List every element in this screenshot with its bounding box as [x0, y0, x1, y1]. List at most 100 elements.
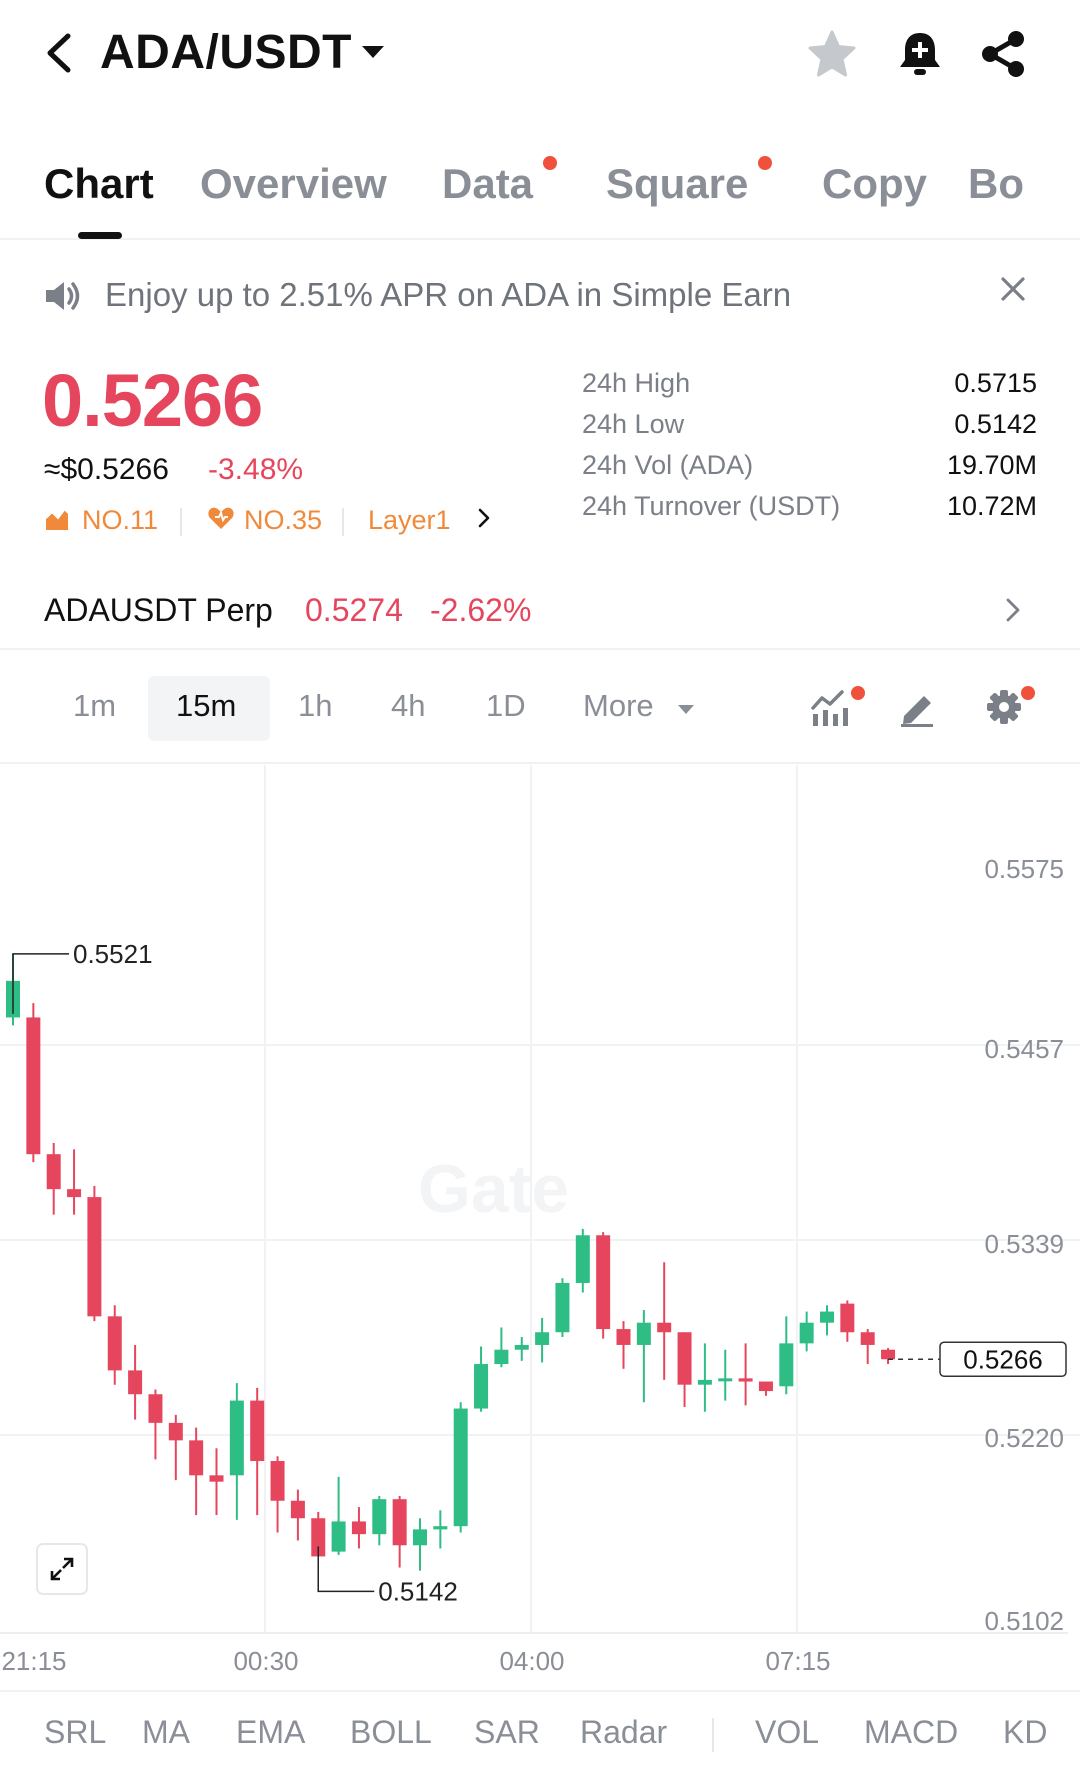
- last-price: 0.5266: [42, 359, 263, 442]
- indicator-kd[interactable]: KD: [1003, 1714, 1048, 1750]
- candle-body: [779, 1343, 794, 1387]
- active-tab-indicator: [78, 232, 122, 239]
- candlestick-chart[interactable]: 0.5575 0.5457 0.5339 0.5220 0.5102 21:15 00:30…: [0, 765, 1080, 1685]
- candle-body: [392, 1499, 407, 1546]
- candle-body: [107, 1316, 122, 1371]
- candle-body: [881, 1349, 896, 1360]
- indicator-sar[interactable]: SAR: [474, 1714, 540, 1750]
- bell-plus-icon[interactable]: [894, 28, 946, 80]
- usd-price: ≈$0.5266: [44, 453, 169, 486]
- current-price-box: [939, 1341, 1067, 1378]
- chevron-right-icon[interactable]: [476, 506, 492, 530]
- candle-body: [46, 1154, 61, 1190]
- interval-4h[interactable]: 4h: [391, 688, 426, 723]
- stat-value: 0.5142: [954, 409, 1037, 439]
- stat-value: 19.70M: [946, 450, 1037, 480]
- current-price-label: 0.5266: [963, 1344, 1043, 1374]
- divider: [342, 508, 344, 536]
- indicator-ma[interactable]: MA: [142, 1714, 190, 1750]
- y-tick-label: 0.5339: [984, 1229, 1064, 1259]
- y-tick-label: 0.5457: [984, 1034, 1064, 1064]
- interval-15m[interactable]: 15m: [176, 688, 237, 723]
- pair-title[interactable]: ADA/USDT: [100, 26, 352, 79]
- candle-body: [596, 1235, 611, 1330]
- price-change: -3.48%: [208, 453, 304, 486]
- tab-data[interactable]: Data: [442, 160, 534, 207]
- stat-value: 10.72M: [946, 491, 1037, 521]
- x-tick-label: 04:00: [499, 1646, 564, 1676]
- tab-overview[interactable]: Overview: [200, 160, 387, 207]
- indicator-bar: SRL MA EMA BOLL SAR Radar VOL MACD KD: [0, 1690, 1080, 1771]
- candle-body: [229, 1400, 244, 1476]
- candle-body: [290, 1500, 305, 1519]
- interval-1d[interactable]: 1D: [486, 688, 526, 723]
- stat-row: 24h Vol (ADA) 19.70M: [582, 450, 1037, 491]
- low-marker-label: 0.5142: [378, 1576, 458, 1606]
- perp-price: 0.5274: [305, 592, 403, 628]
- indicator-srl[interactable]: SRL: [44, 1714, 107, 1750]
- banner-text: Enjoy up to 2.51% APR on ADA in Simple E…: [105, 276, 792, 313]
- candle-body: [67, 1189, 82, 1198]
- popular-rank[interactable]: NO.35: [244, 505, 323, 535]
- candle-body: [331, 1521, 346, 1552]
- share-icon[interactable]: [978, 28, 1030, 80]
- fullscreen-icon[interactable]: [36, 1543, 88, 1595]
- promo-banner[interactable]: Enjoy up to 2.51% APR on ADA in Simple E…: [0, 242, 1080, 342]
- indicator-radar[interactable]: Radar: [580, 1714, 668, 1750]
- candle-body: [148, 1394, 163, 1423]
- back-icon[interactable]: [40, 28, 80, 78]
- notification-dot: [851, 686, 865, 700]
- stat-label: 24h Turnover (USDT): [582, 491, 841, 521]
- candle-body: [209, 1475, 224, 1482]
- y-tick-label: 0.5102: [984, 1606, 1064, 1636]
- interval-1m[interactable]: 1m: [73, 688, 117, 723]
- chevron-down-icon[interactable]: [362, 46, 384, 58]
- sector-tag[interactable]: Layer1: [368, 505, 451, 535]
- tab-copy[interactable]: Copy: [822, 160, 927, 207]
- x-tick-label: 21:15: [1, 1646, 66, 1676]
- candle-body: [718, 1378, 733, 1382]
- high-marker-line: [12, 953, 69, 1014]
- candle-body: [616, 1329, 631, 1345]
- interval-1h[interactable]: 1h: [298, 688, 333, 723]
- candle-body: [372, 1499, 387, 1535]
- x-tick-label: 00:30: [233, 1646, 298, 1676]
- heart-icon: [208, 507, 234, 529]
- interval-more[interactable]: More: [583, 688, 654, 723]
- candle-body: [189, 1440, 204, 1476]
- perp-row[interactable]: ADAUSDT Perp 0.5274 -2.62%: [0, 570, 1080, 650]
- indicator-macd[interactable]: MACD: [864, 1714, 959, 1750]
- star-icon[interactable]: [806, 28, 858, 80]
- candle-body: [738, 1378, 753, 1382]
- candle-body: [636, 1322, 651, 1345]
- candle-body: [351, 1521, 366, 1535]
- stat-label: 24h Vol (ADA): [582, 450, 754, 480]
- watermark: Gate: [418, 1151, 570, 1227]
- chevron-down-icon[interactable]: [678, 705, 694, 714]
- chevron-right-icon[interactable]: [1003, 595, 1023, 625]
- candle-body: [677, 1332, 692, 1385]
- stats-panel: 24h High 0.5715 24h Low 0.5142 24h Vol (…: [582, 368, 1037, 532]
- candle-body: [250, 1400, 265, 1462]
- market-rank[interactable]: NO.11: [82, 505, 159, 535]
- indicator-icon[interactable]: [810, 688, 852, 728]
- candle-body: [535, 1332, 550, 1345]
- draw-icon[interactable]: [898, 688, 936, 728]
- indicator-boll[interactable]: BOLL: [350, 1714, 432, 1750]
- high-marker-label: 0.5521: [73, 939, 153, 969]
- close-icon[interactable]: [1000, 276, 1026, 302]
- candle-body: [840, 1303, 855, 1333]
- candle-body: [453, 1408, 468, 1527]
- candle-body: [270, 1461, 285, 1501]
- tab-chart[interactable]: Chart: [44, 160, 154, 207]
- indicator-ema[interactable]: EMA: [236, 1714, 306, 1750]
- tab-square[interactable]: Square: [606, 160, 749, 207]
- indicator-vol[interactable]: VOL: [755, 1714, 820, 1750]
- stat-row: 24h Turnover (USDT) 10.72M: [582, 491, 1037, 532]
- stat-row: 24h Low 0.5142: [582, 409, 1037, 450]
- candle-body: [168, 1422, 183, 1441]
- candle-body: [514, 1344, 529, 1350]
- gear-icon[interactable]: [985, 688, 1023, 726]
- tab-bots[interactable]: Bo: [968, 160, 1024, 207]
- x-tick-label: 07:15: [765, 1646, 830, 1676]
